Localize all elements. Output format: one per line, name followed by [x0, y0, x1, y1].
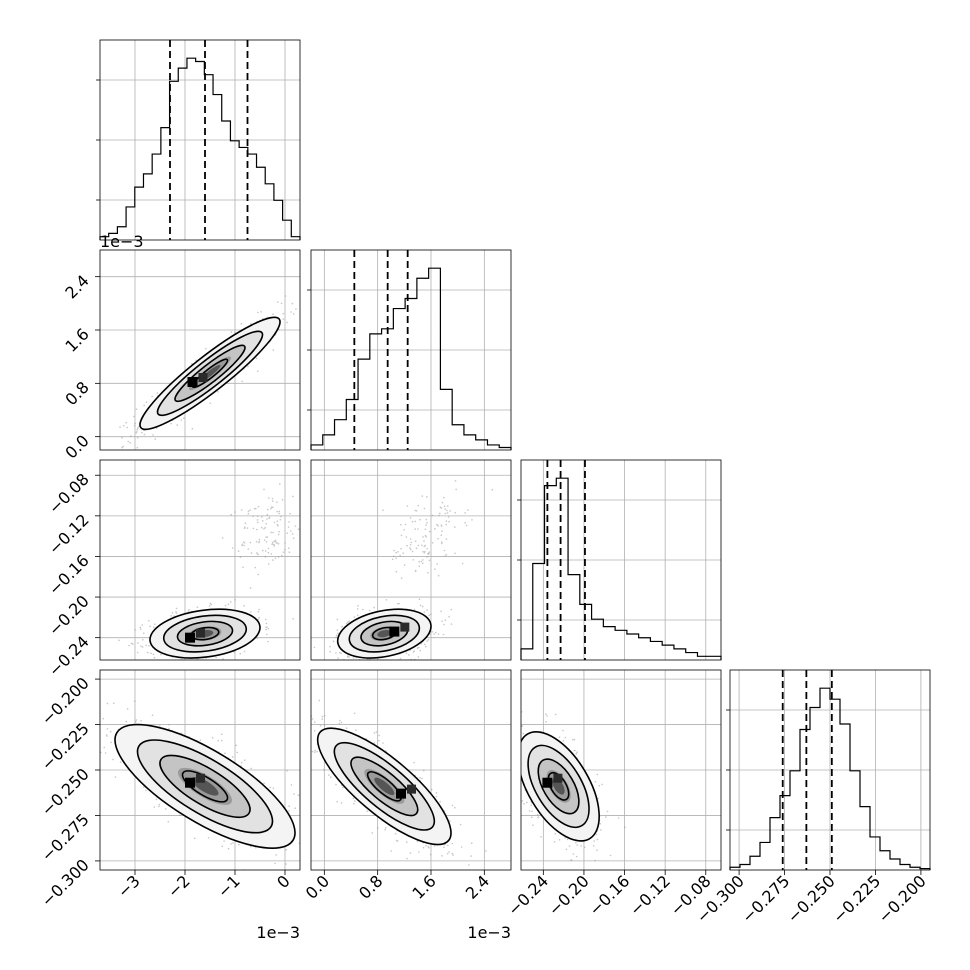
x-tick-label-3-4: −0.200 [874, 871, 929, 926]
y-tick-label-1-1: 0.8 [61, 378, 92, 409]
histogram-series-0 [99, 57, 301, 240]
scatter-frame-1-2 [310, 459, 512, 661]
y-tick-label-1-0: 0.0 [61, 431, 92, 462]
y-tick-label-1-2: 1.6 [61, 324, 92, 355]
contour-0-3-1 [136, 739, 274, 834]
x-tick-label-1-0: 0.0 [302, 871, 333, 902]
y-tick-label-2-0: −0.24 [45, 632, 93, 680]
y-tick-label-1-3: 2.4 [61, 271, 92, 302]
histogram-panel-2 [517, 459, 722, 661]
density-level-1-2-4 [377, 629, 392, 638]
contour-0-2-1 [162, 614, 248, 653]
x-tick-label-0-2: −1 [214, 871, 244, 901]
panel-contents-0-3 [100, 700, 300, 870]
mode-cell-b-0-2 [196, 628, 205, 638]
x-tick-label-0-3: 0 [273, 871, 294, 892]
panel-contents-2-3 [521, 711, 626, 862]
histogram-panel-0 [96, 39, 301, 241]
contour-0-1-0 [139, 316, 281, 431]
scatter-panel-0-1 [99, 249, 301, 451]
x-tick-label-3-2: −0.250 [784, 871, 839, 926]
contour-1-3-1 [333, 741, 436, 831]
y-tick-label-2-2: −0.16 [45, 551, 93, 599]
contour-0-3-0 [114, 723, 296, 849]
scatter-frame-0-1 [99, 249, 301, 451]
y-tick-label-3-3: −0.225 [38, 719, 93, 774]
contour-2-3-3 [547, 771, 570, 801]
histogram-series-3 [729, 687, 931, 870]
contour-2-3-0 [521, 731, 600, 842]
scatter-panel-1-2 [310, 459, 512, 661]
contour-1-3-0 [316, 727, 452, 846]
histogram-panel-3 [726, 669, 931, 871]
panel-contents-1-3 [311, 699, 487, 866]
contour-0-1-1 [156, 330, 264, 417]
histogram-panel-1 [307, 249, 512, 451]
scatter-frame-1-3 [310, 669, 512, 871]
x-offset-label-0: 1e−3 [256, 923, 300, 942]
contour-1-3-2 [350, 756, 419, 817]
mode-cell-2-3 [542, 777, 553, 788]
mode-cell-b-2-3 [553, 773, 563, 783]
x-tick-label-2-1: −0.20 [545, 871, 593, 919]
x-tick-label-3-1: −0.275 [738, 871, 793, 926]
x-tick-label-1-1: 0.8 [355, 871, 386, 902]
mode-cell-1-3 [396, 788, 406, 799]
x-tick-label-0-0: −3 [114, 871, 144, 901]
mode-cell-b-1-3 [407, 784, 416, 794]
histogram-frame-0 [99, 39, 301, 241]
contour-0-2-2 [176, 620, 234, 647]
contour-1-2-0 [336, 608, 432, 659]
y-tick-label-3-0: −0.300 [38, 855, 93, 910]
mode-cell-b-1-2 [400, 622, 410, 632]
histogram-series-2 [520, 477, 722, 660]
density-level-1-3-4 [374, 777, 395, 796]
y-tick-label-3-4: −0.200 [38, 673, 93, 728]
x-tick-label-1-3: 2.4 [462, 871, 493, 902]
scatter-frame-2-3 [520, 669, 722, 871]
y-tick-label-2-4: −0.08 [45, 470, 93, 518]
y-offset-label: 1e−3 [100, 232, 144, 251]
mode-cell-b-0-1 [198, 373, 208, 382]
x-tick-label-2-2: −0.16 [585, 871, 633, 919]
contour-0-2-0 [149, 608, 261, 659]
x-tick-label-3-3: −0.225 [829, 871, 884, 926]
x-tick-label-2-0: −0.24 [504, 871, 552, 919]
scatter-frame-0-2 [99, 459, 301, 661]
x-offset-label-1: 1e−3 [467, 923, 511, 942]
contour-2-3-1 [527, 744, 590, 829]
histogram-frame-2 [520, 459, 722, 661]
contour-0-3-2 [159, 754, 251, 819]
histogram-series-1 [310, 267, 512, 450]
panel-contents-0-1 [119, 295, 297, 449]
mode-cell-0-3 [185, 777, 195, 788]
scatter-panel-2-3 [520, 669, 722, 871]
mode-cell-1-2 [389, 626, 400, 637]
mode-cell-b-0-3 [196, 773, 205, 783]
scatter-panel-1-3 [310, 669, 512, 871]
scatter-panel-0-2 [99, 459, 301, 661]
x-tick-label-2-3: −0.12 [626, 871, 674, 919]
panel-contents-1-2 [313, 480, 494, 660]
mode-cell-0-2 [185, 632, 195, 643]
contour-1-3-3 [366, 771, 402, 802]
contour-1-2-1 [348, 614, 421, 653]
contour-0-1-2 [174, 344, 246, 403]
y-tick-label-3-1: −0.275 [38, 810, 93, 865]
x-tick-label-0-1: −2 [164, 871, 194, 901]
x-tick-label-1-2: 1.6 [408, 871, 439, 902]
y-tick-label-2-1: −0.20 [45, 591, 93, 639]
panel-contents-0-2 [118, 483, 300, 660]
contour-2-3-2 [537, 758, 580, 815]
mode-cell-0-1 [187, 377, 198, 387]
y-tick-label-3-2: −0.250 [38, 764, 93, 819]
histogram-frame-1 [310, 249, 512, 451]
y-tick-label-2-3: −0.12 [45, 510, 93, 558]
contour-0-3-3 [181, 770, 229, 803]
scatter-panel-0-3 [99, 669, 301, 871]
